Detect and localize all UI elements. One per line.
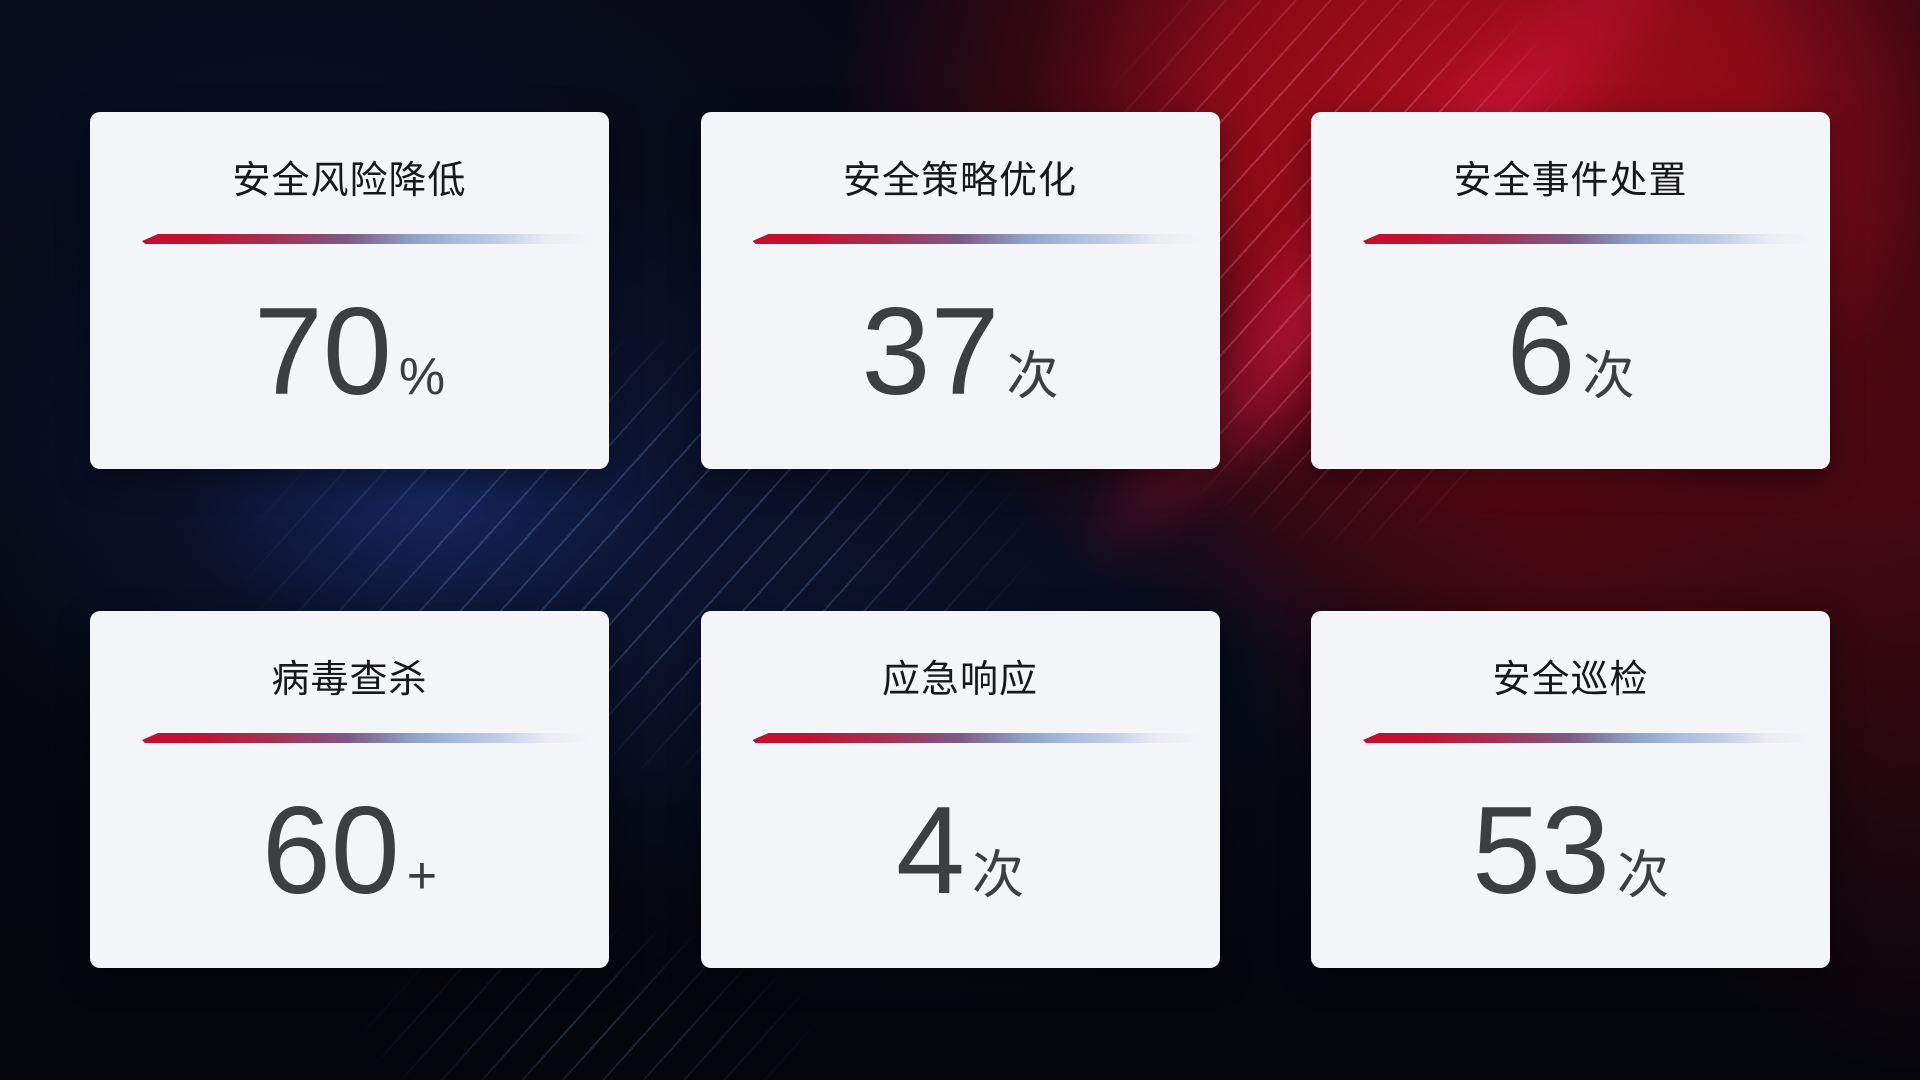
stat-unit: 次 [971,846,1024,905]
stat-unit: + [406,846,438,905]
gradient-divider [752,234,1202,244]
stat-value-row: 37 次 [862,290,1059,414]
stat-value: 37 [861,282,1000,421]
stat-value-row: 4 次 [896,789,1024,913]
card-title: 安全风险降低 [232,160,467,202]
stat-value-row: 53 次 [1472,789,1669,913]
stat-value-area: 60 + [90,743,609,968]
stat-card-policy-optimization: 安全策略优化 37 次 [700,112,1220,469]
stat-value: 53 [1472,781,1610,920]
stat-value-area: 37 次 [701,244,1220,469]
card-title: 病毒查杀 [271,659,428,701]
stat-value: 60 [261,781,400,920]
stat-card-emergency-response: 应急响应 4 次 [700,611,1220,968]
stat-value-area: 53 次 [1311,743,1830,968]
stat-card-virus-scan: 病毒查杀 60 + [90,611,609,968]
stat-unit: % [398,347,446,406]
gradient-divider [1363,234,1812,244]
gradient-divider [142,234,591,244]
stat-value-area: 70 % [90,244,609,469]
card-title: 安全事件处置 [1453,160,1688,202]
stat-value-row: 6 次 [1507,290,1635,414]
stat-unit: 次 [1582,347,1635,406]
stat-unit: 次 [1616,846,1669,905]
stat-card-security-risk-reduction: 安全风险降低 70 % [90,112,609,469]
card-title: 安全巡检 [1492,659,1649,701]
stat-unit: 次 [1006,347,1059,406]
stat-card-security-inspection: 安全巡检 53 次 [1311,611,1830,968]
stat-card-incident-handling: 安全事件处置 6 次 [1311,112,1830,469]
stat-value: 70 [253,282,392,421]
card-title: 应急响应 [881,659,1038,701]
stat-value-row: 60 + [262,789,437,913]
card-title: 安全策略优化 [842,160,1077,202]
gradient-divider [752,733,1202,743]
gradient-divider [1363,733,1812,743]
gradient-divider [142,733,591,743]
stat-value: 6 [1506,282,1576,421]
stat-value-area: 4 次 [701,743,1220,968]
stat-value: 4 [896,781,965,920]
stat-value-row: 70 % [254,290,445,414]
stat-value-area: 6 次 [1311,244,1830,469]
